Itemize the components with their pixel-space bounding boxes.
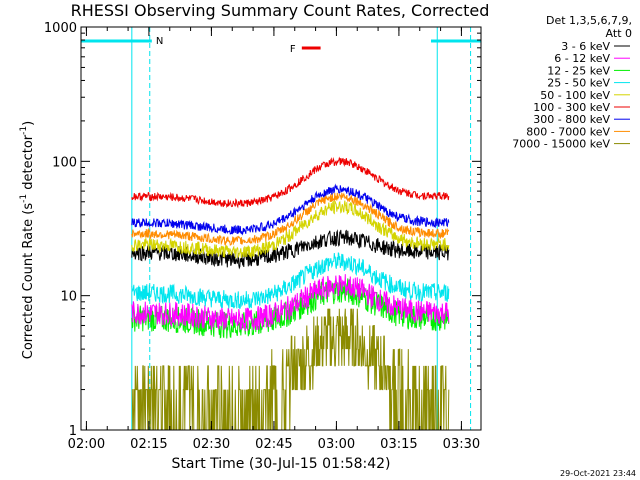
x-tick-label: 03:30 [443, 437, 480, 452]
legend-entry-label: 100 - 300 keV [533, 101, 610, 114]
legend-entry-label: 50 - 100 keV [540, 89, 610, 102]
y-tick-label: 1 [69, 424, 77, 439]
y-axis-label-main: Corrected Count Rate (s [21, 203, 36, 360]
y-axis-label-mid: detector [21, 134, 36, 194]
x-tick-label: 02:00 [68, 437, 105, 452]
legend-header-2: Att 0 [606, 27, 632, 40]
series-layer [131, 156, 450, 431]
legend-entry-label: 7000 - 15000 keV [512, 138, 610, 151]
y-axis-label-sup1: -1 [19, 194, 29, 203]
x-tick-label: 02:15 [130, 437, 167, 452]
legend-entry-label: 800 - 7000 keV [526, 125, 610, 138]
night-label: N [156, 36, 163, 47]
series-line-4 [131, 200, 450, 260]
x-tick-label: 03:00 [318, 437, 355, 452]
timestamp: 29-Oct-2021 23:44 [560, 469, 636, 478]
legend-entry-label: 12 - 25 keV [547, 64, 610, 77]
legend-entry-label: 300 - 800 keV [533, 113, 610, 126]
plot-area: 1 10 100 1000 02:00 02:15 02:30 02:45 03:00 03:1… [44, 21, 482, 452]
plot-frame [80, 26, 482, 431]
x-tick-label: 02:45 [255, 437, 292, 452]
chart-title: RHESSI Observing Summary Count Rates, Co… [71, 1, 490, 20]
x-axis-label: Start Time (30-Jul-15 01:58:42) [171, 456, 390, 472]
flare-label: F [290, 44, 296, 55]
series-line-6 [131, 183, 450, 236]
y-axis-label-end: ) [21, 121, 36, 126]
series-line-0 [131, 229, 450, 270]
series-line-8 [131, 308, 450, 431]
y-tick-label: 100 [52, 155, 77, 170]
series-line-1 [131, 274, 450, 332]
series-line-2 [131, 278, 450, 339]
y-axis-label-sup2: -1 [19, 126, 29, 135]
legend-entry-label: 25 - 50 keV [547, 77, 610, 90]
y-axis-label: Corrected Count Rate (s-1 detector-1) [19, 121, 36, 359]
legend-entry-label: 3 - 6 keV [561, 40, 610, 53]
series-line-7 [131, 192, 450, 247]
x-tick-label: 02:30 [193, 437, 230, 452]
legend-entry-label: 6 - 12 keV [554, 52, 610, 65]
y-tick-label: 1000 [44, 21, 77, 36]
y-tick-label: 10 [60, 290, 77, 305]
series-line-5 [131, 156, 450, 209]
series-line-3 [131, 252, 450, 309]
x-tick-label: 03:15 [380, 437, 417, 452]
x-axis-ticks: 02:00 02:15 02:30 02:45 03:00 03:15 03:30 [68, 27, 480, 452]
y-axis-ticks: 1 10 100 1000 [44, 21, 481, 439]
legend-header-1: Det 1,3,5,6,7,9, [546, 14, 632, 27]
